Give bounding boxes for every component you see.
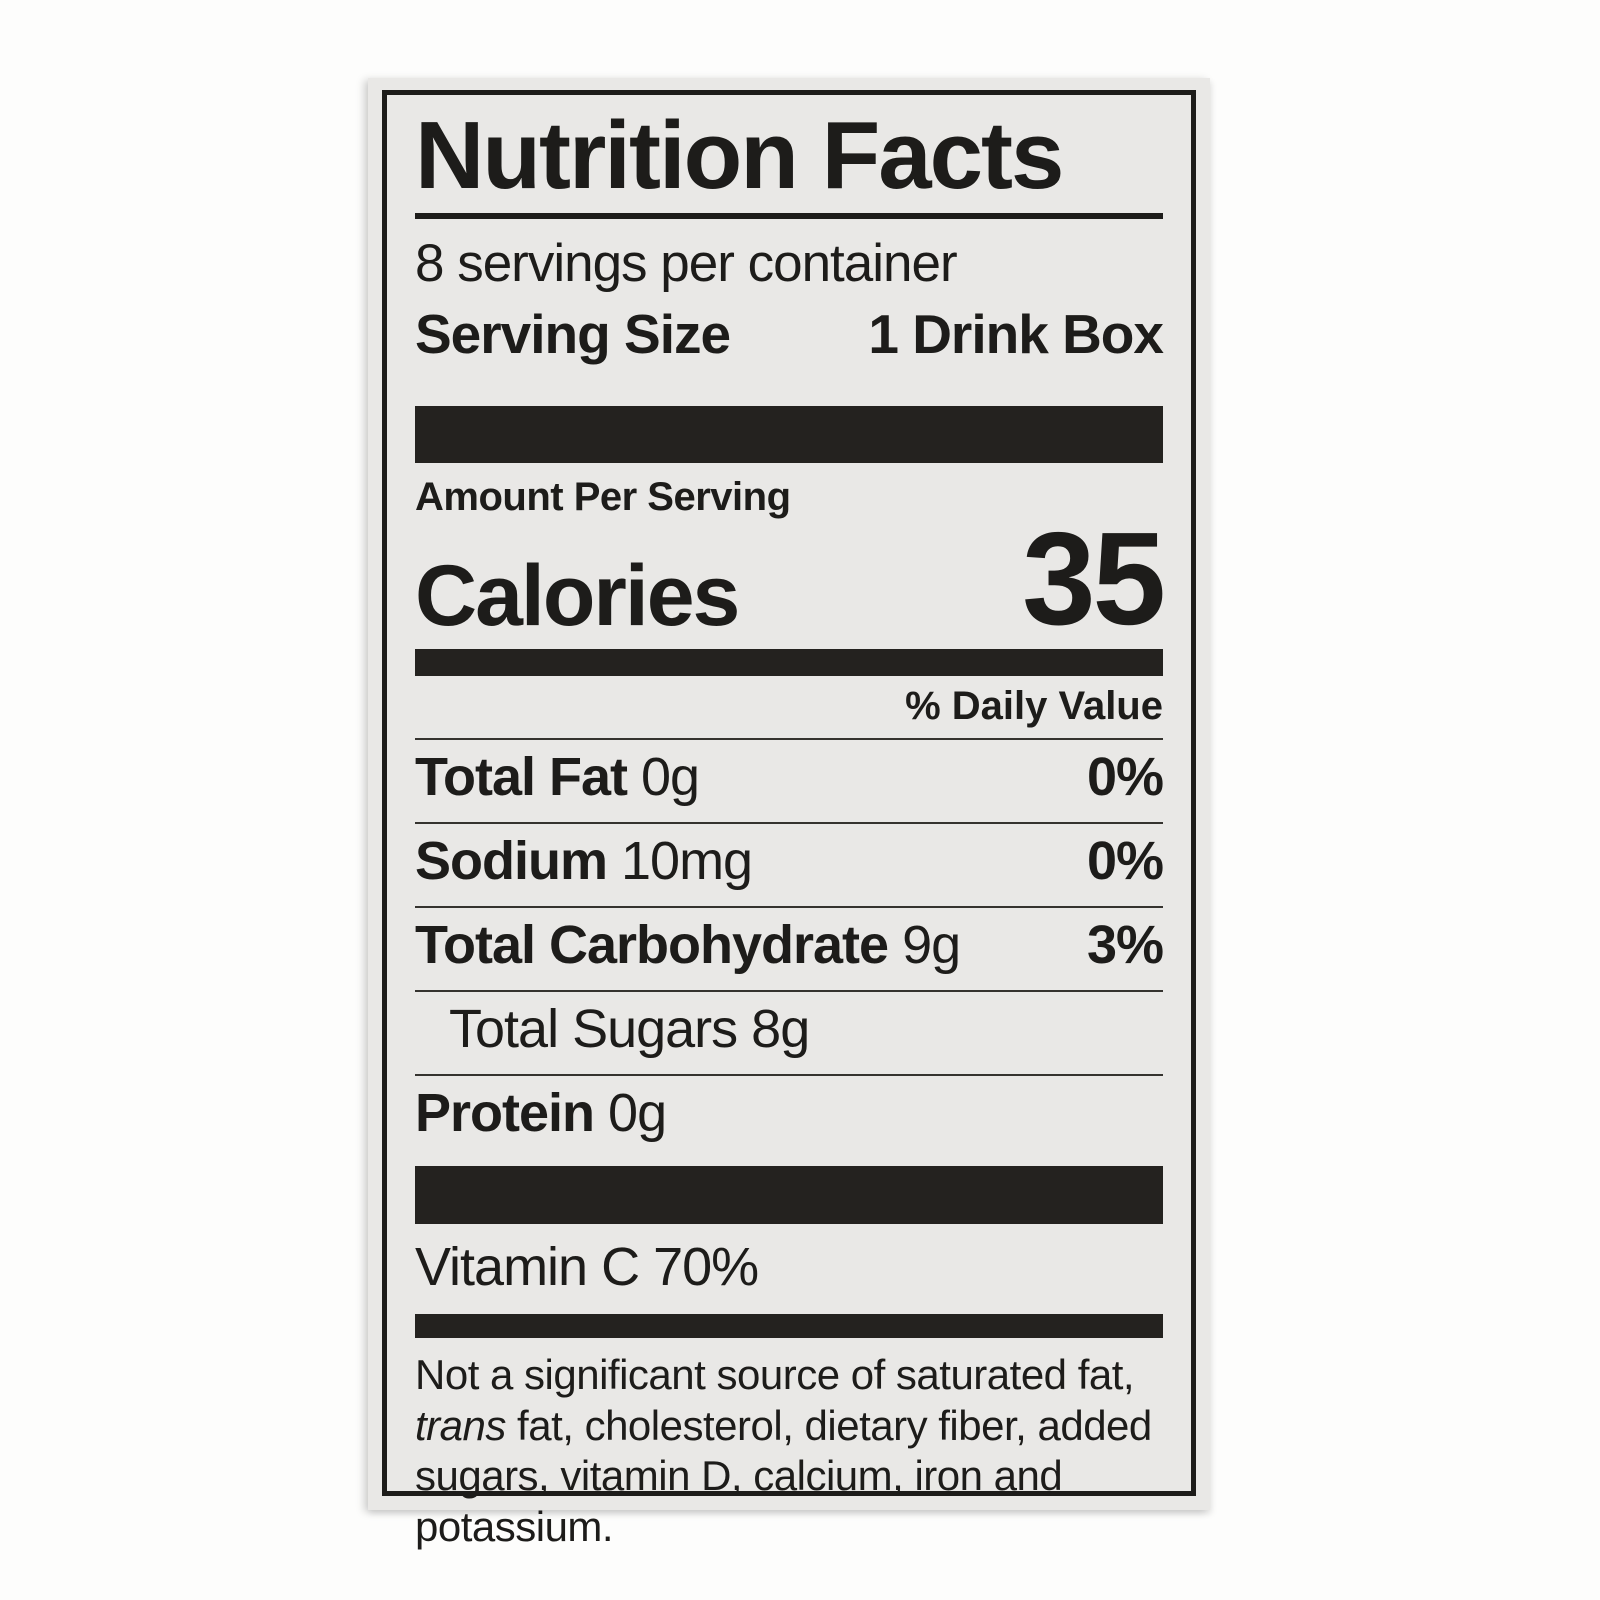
serving-size-label: Serving Size bbox=[415, 303, 731, 366]
title-divider bbox=[415, 212, 1163, 219]
row-divider bbox=[415, 906, 1163, 909]
row-divider bbox=[415, 738, 1163, 741]
nutrient-row-protein: Protein 0g bbox=[415, 1076, 1163, 1158]
nutrient-row-total-fat: Total Fat 0g 0% bbox=[415, 740, 1164, 822]
nutrient-row-total-sugars: Total Sugars 8g bbox=[415, 992, 1163, 1074]
serving-size-value: 1 Drink Box bbox=[868, 303, 1164, 366]
servings-per-container: 8 servings per container bbox=[415, 233, 958, 293]
label-sticker: Nutrition Facts 8 servings per container… bbox=[368, 78, 1210, 1550]
nutrient-row-total-carbohydrate: Total Carbohydrate 9g 3% bbox=[415, 908, 1164, 990]
nutrition-facts-panel: Nutrition Facts 8 servings per container… bbox=[382, 90, 1196, 1550]
panel-title: Nutrition Facts bbox=[415, 102, 1064, 209]
nutrient-name-amount: Total Fat 0g bbox=[415, 747, 700, 808]
row-divider bbox=[415, 1074, 1163, 1077]
nutrient-name-amount: Sodium 10mg bbox=[415, 831, 753, 892]
serving-size-row: Serving Size 1 Drink Box bbox=[415, 303, 1164, 366]
nutrient-daily-value: 0% bbox=[1086, 831, 1164, 892]
nutrient-daily-value: 0% bbox=[1086, 747, 1164, 808]
row-divider bbox=[415, 822, 1163, 825]
calories-row: Calories 35 bbox=[415, 505, 1166, 653]
nutrient-name-amount: Protein 0g bbox=[415, 1083, 667, 1144]
nutrient-name-amount: Total Sugars 8g bbox=[449, 999, 810, 1060]
calories-label: Calories bbox=[415, 547, 740, 644]
calories-divider-bar bbox=[415, 649, 1163, 677]
vitamin-name: Vitamin C bbox=[415, 1237, 640, 1298]
footnote-divider-bar bbox=[415, 1314, 1163, 1339]
nutrient-name-amount: Total Carbohydrate 9g bbox=[415, 915, 961, 976]
section-divider-bar bbox=[415, 1166, 1163, 1225]
row-divider bbox=[415, 990, 1163, 993]
daily-value-header: % Daily Value bbox=[905, 684, 1163, 729]
nutrient-daily-value: 3% bbox=[1086, 915, 1164, 976]
footnote-text: Not a significant source of saturated fa… bbox=[415, 1351, 1135, 1399]
nutrient-row-sodium: Sodium 10mg 0% bbox=[415, 824, 1164, 906]
section-divider-bar bbox=[415, 406, 1163, 464]
vitamin-value: 70% bbox=[653, 1237, 759, 1298]
footnote: Not a significant source of saturated fa… bbox=[415, 1350, 1163, 1552]
vitamin-row: Vitamin C 70% bbox=[415, 1224, 1163, 1312]
footnote-text: fat, cholesterol, dietary fiber, added s… bbox=[415, 1401, 1152, 1550]
calories-value: 35 bbox=[1022, 505, 1166, 653]
amount-per-serving-label: Amount Per Serving bbox=[415, 475, 791, 520]
footnote-text-italic: trans bbox=[415, 1401, 506, 1449]
